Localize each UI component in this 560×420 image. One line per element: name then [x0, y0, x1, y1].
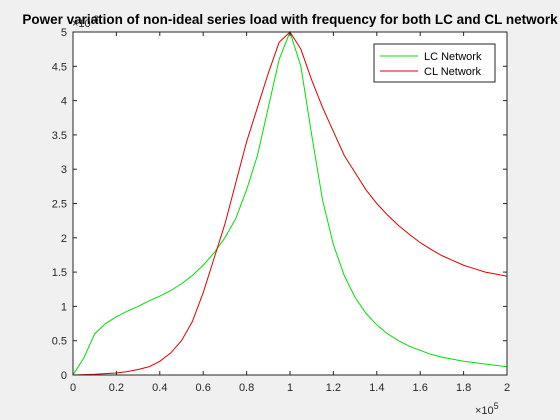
- y-tick-label: 5: [61, 27, 67, 39]
- x-axis-multiplier-base: ×10: [475, 405, 494, 417]
- legend: LC Network CL Network: [373, 43, 496, 83]
- y-tick-label: 1.5: [52, 267, 67, 279]
- x-tick-label: 0.4: [152, 382, 167, 394]
- x-tick-label: 0.6: [196, 382, 211, 394]
- x-tick-label: 1: [287, 382, 293, 394]
- plot-area: [73, 32, 507, 375]
- legend-box: [373, 43, 496, 83]
- y-tick-label: 0: [61, 370, 67, 382]
- y-tick-label: 1: [61, 301, 67, 313]
- y-tick-label: 3: [61, 164, 67, 176]
- x-tick-label: 0: [70, 382, 76, 394]
- x-tick-label: 1.4: [369, 382, 384, 394]
- y-axis-multiplier-exponent: -3: [91, 14, 99, 24]
- x-tick-label: 1.8: [456, 382, 471, 394]
- chart-title: Power variation of non-ideal series load…: [22, 12, 558, 27]
- ticks-layer: 0 0.2 0.4 0.6 0.8 1 1.2 1.4 1.6 1.8 2 0 0.5 1 1.5 2 2.5 3…: [52, 27, 510, 394]
- y-tick-label: 2.5: [52, 199, 67, 211]
- legend-label: CL Network: [424, 66, 482, 78]
- x-axis-multiplier-exponent: 5: [494, 401, 499, 411]
- legend-label: LC Network: [424, 51, 482, 63]
- y-tick-label: 4.5: [52, 61, 67, 73]
- x-tick-label: 1.6: [413, 382, 428, 394]
- x-tick-label: 0.2: [109, 382, 124, 394]
- x-tick-label: 2: [504, 382, 510, 394]
- x-tick-label: 1.2: [326, 382, 341, 394]
- x-tick-label: 0.8: [239, 382, 254, 394]
- y-tick-label: 2: [61, 233, 67, 245]
- y-tick-label: 4: [61, 96, 67, 108]
- x-axis-multiplier: ×105: [475, 401, 499, 417]
- y-tick-label: 0.5: [52, 336, 67, 348]
- y-tick-label: 3.5: [52, 130, 67, 142]
- y-axis-multiplier-base: ×10: [72, 18, 91, 30]
- y-axis-multiplier: ×10-3: [72, 14, 99, 30]
